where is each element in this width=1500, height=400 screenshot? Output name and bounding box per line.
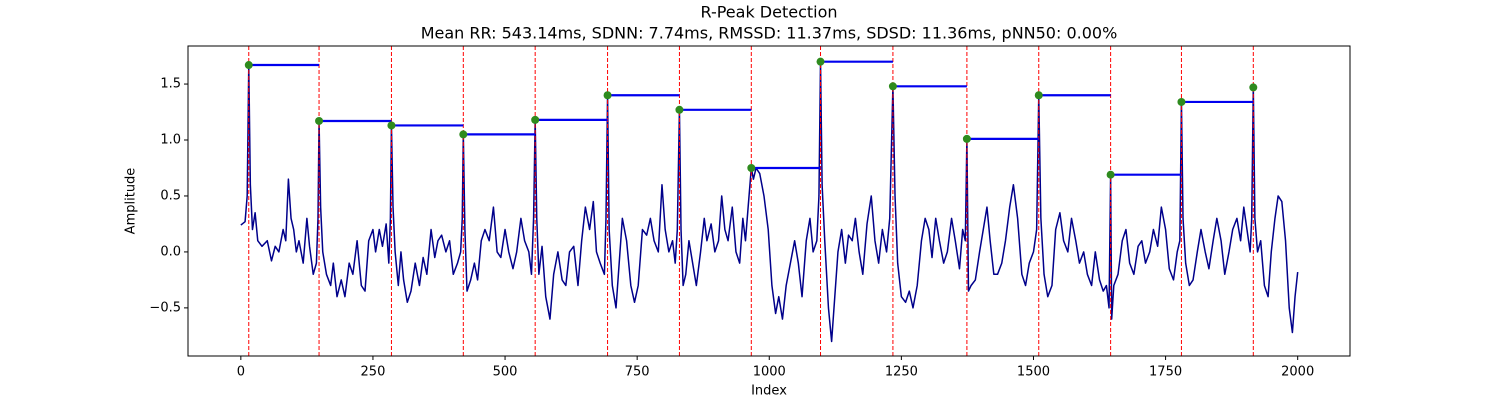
peak-marker: [315, 116, 324, 125]
peak-marker: [387, 121, 396, 130]
y-tick-label: 0.5: [160, 188, 181, 203]
peak-marker: [459, 130, 468, 139]
x-tick-label: 1500: [1017, 365, 1050, 380]
x-tick-label: 250: [361, 365, 386, 380]
signal-line: [240, 60, 1299, 343]
chart-subtitle: Mean RR: 543.14ms, SDNN: 7.74ms, RMSSD: …: [421, 24, 1118, 43]
x-tick-label: 1250: [885, 365, 918, 380]
peak-marker: [1177, 97, 1186, 106]
plot-frame: [187, 45, 1351, 357]
x-tick-label: 2000: [1281, 365, 1314, 380]
y-tick-label: −0.5: [149, 300, 181, 315]
peak-marker: [962, 134, 971, 143]
x-axis-label: Index: [751, 384, 787, 399]
y-tick-label: 1.0: [160, 133, 181, 148]
x-tick-label: 1750: [1149, 365, 1182, 380]
y-tick-label: 1.5: [160, 77, 181, 92]
y-tick-label: 0.0: [160, 244, 181, 259]
x-tick-label: 750: [625, 365, 650, 380]
peak-marker: [1106, 170, 1115, 179]
x-tick-label: 0: [237, 365, 245, 380]
peak-marker: [531, 115, 540, 124]
peak-marker: [747, 163, 756, 172]
peak-marker: [675, 105, 684, 114]
x-tick-label: 500: [493, 365, 518, 380]
peak-marker: [888, 82, 897, 91]
peak-marker: [1034, 91, 1043, 100]
chart-title: R-Peak Detection: [700, 3, 837, 22]
peak-marker: [816, 57, 825, 66]
y-axis-label: Amplitude: [124, 168, 139, 235]
x-tick-label: 1000: [753, 365, 786, 380]
peak-marker: [603, 91, 612, 100]
peak-marker: [244, 61, 253, 70]
peak-marker: [1249, 83, 1258, 92]
